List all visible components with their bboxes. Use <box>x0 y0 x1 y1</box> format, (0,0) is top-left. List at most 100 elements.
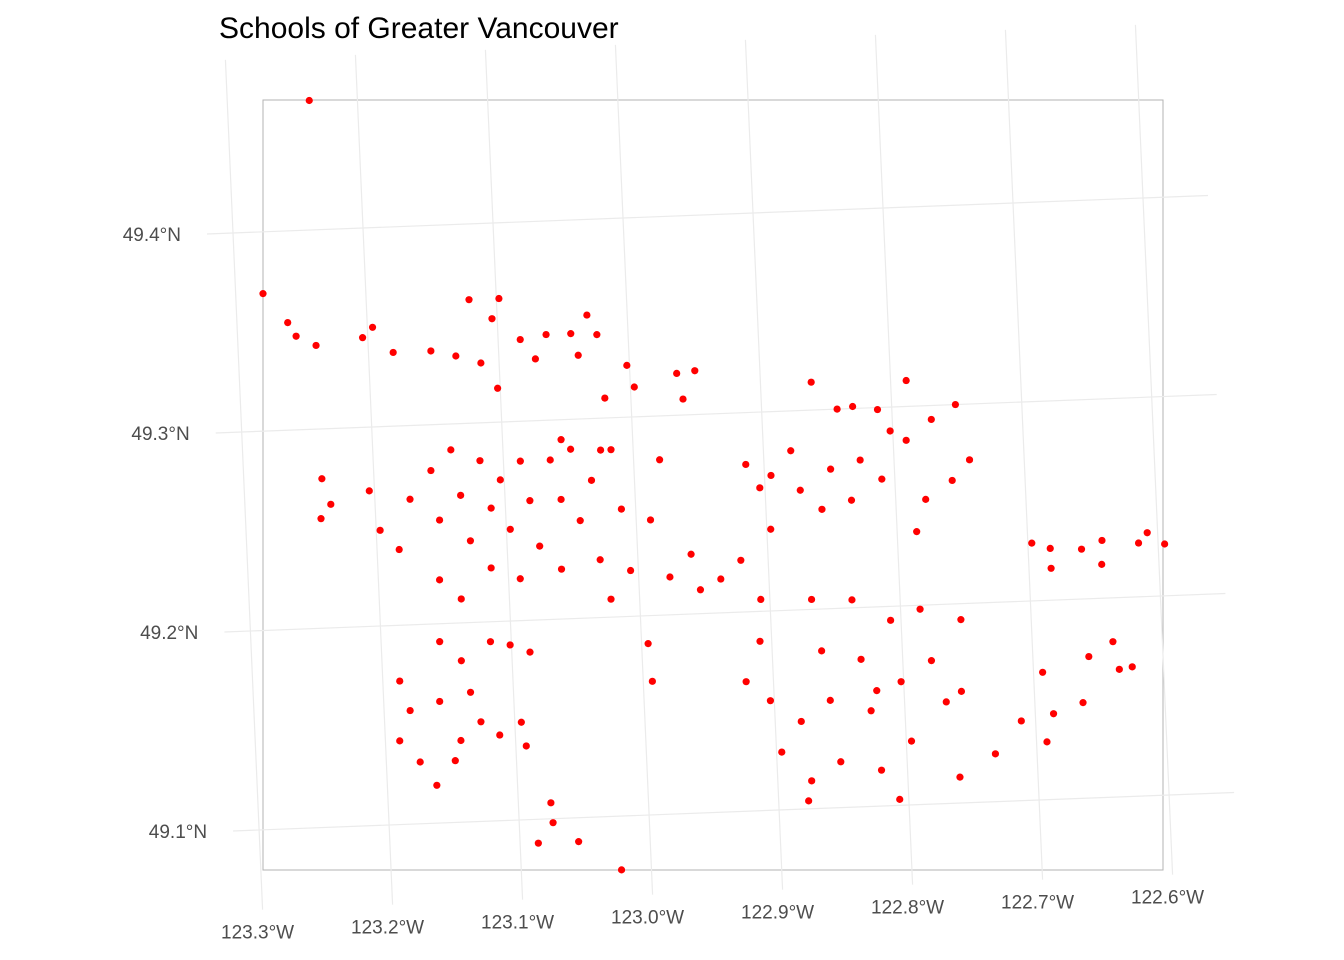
grid-line <box>206 194 1209 235</box>
school-point <box>549 819 557 827</box>
y-tick-label: 49.3°N <box>131 424 189 445</box>
school-point <box>756 484 764 492</box>
x-tick-label: 122.7°W <box>1001 893 1074 914</box>
school-point <box>546 456 554 464</box>
grid-line <box>1004 29 1044 880</box>
school-point <box>477 359 485 367</box>
school-point <box>1115 665 1123 673</box>
grid-line <box>1134 24 1174 875</box>
school-point <box>778 748 786 756</box>
school-point <box>857 655 865 663</box>
school-point <box>1017 717 1025 725</box>
school-point <box>965 456 974 464</box>
school-point <box>488 315 496 323</box>
school-point <box>496 476 504 484</box>
school-point <box>766 697 775 705</box>
school-point <box>1109 638 1117 646</box>
school-point <box>623 361 631 369</box>
school-point <box>317 515 325 523</box>
school-point <box>897 678 905 686</box>
school-point <box>557 565 566 573</box>
school-point <box>991 750 1000 758</box>
school-point <box>284 318 292 327</box>
school-point <box>542 330 550 339</box>
school-point <box>927 415 935 424</box>
school-point <box>601 394 609 402</box>
school-point <box>576 517 584 525</box>
panel-border <box>262 99 1164 871</box>
school-point <box>457 491 465 499</box>
school-point <box>956 773 964 781</box>
school-point <box>787 447 795 455</box>
school-point <box>516 575 524 583</box>
school-point <box>1085 652 1093 661</box>
school-point <box>826 696 834 704</box>
school-point <box>951 400 960 409</box>
school-point <box>506 525 514 533</box>
school-point <box>575 838 583 846</box>
school-point <box>318 475 326 483</box>
school-point <box>873 687 881 695</box>
chart-title: Schools of Greater Vancouver <box>219 12 619 45</box>
school-point <box>756 637 764 645</box>
school-point <box>646 516 655 524</box>
school-point <box>312 341 320 350</box>
school-point <box>833 405 841 413</box>
school-point <box>757 595 765 604</box>
x-tick-label: 122.9°W <box>741 903 814 924</box>
school-point <box>957 616 965 624</box>
school-point <box>516 335 524 344</box>
school-point <box>487 504 495 512</box>
grid-line <box>233 791 1235 832</box>
school-point <box>877 766 886 774</box>
school-point <box>476 457 484 465</box>
school-point <box>427 466 435 475</box>
school-point <box>916 605 924 613</box>
school-point <box>808 777 816 785</box>
grid-line <box>224 59 264 910</box>
school-point <box>656 456 664 464</box>
school-point <box>457 595 465 603</box>
school-point <box>687 550 695 558</box>
school-point <box>607 446 615 454</box>
school-point <box>427 347 435 355</box>
grid-line <box>484 49 524 900</box>
school-point <box>547 799 555 807</box>
school-point <box>466 688 475 696</box>
school-point <box>1077 545 1086 553</box>
school-point <box>406 495 414 503</box>
school-point <box>902 436 910 444</box>
school-point <box>583 311 591 319</box>
school-point <box>494 384 502 392</box>
school-point <box>818 505 826 513</box>
school-point <box>436 638 444 646</box>
x-tick-label: 123.2°W <box>351 918 424 939</box>
school-point <box>902 376 910 385</box>
school-point <box>737 556 745 564</box>
school-point <box>522 742 530 750</box>
school-point <box>487 564 495 572</box>
school-point <box>767 471 775 480</box>
school-point <box>607 595 615 603</box>
x-tick-label: 123.3°W <box>221 923 294 944</box>
grid-line <box>614 44 654 895</box>
school-point <box>358 334 367 342</box>
grid-line <box>874 34 914 885</box>
school-point <box>447 446 455 454</box>
school-point <box>666 573 674 581</box>
school-point <box>1143 529 1151 537</box>
school-point <box>696 586 705 594</box>
school-point <box>617 505 626 513</box>
school-point <box>376 526 384 534</box>
school-point <box>396 677 404 685</box>
y-tick-label: 49.4°N <box>123 225 181 246</box>
school-point <box>942 698 950 706</box>
school-point <box>849 402 857 411</box>
grid-line <box>215 393 1217 434</box>
grid-line <box>224 592 1226 633</box>
school-point <box>526 497 534 505</box>
grid-line <box>744 39 784 890</box>
school-point <box>506 641 514 649</box>
school-point <box>673 369 681 378</box>
